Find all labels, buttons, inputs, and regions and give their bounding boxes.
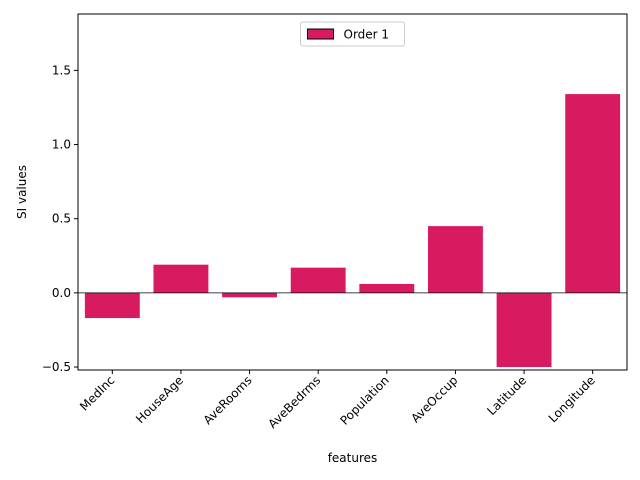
x-tick-label: Population [337,373,391,427]
x-tick-label: AveBedrms [265,373,323,431]
y-axis-label: SI values [15,165,29,219]
y-tick-label: 1.5 [52,63,71,77]
bar-latitude [496,292,552,368]
legend-label: Order 1 [344,28,390,42]
bar-population [359,283,415,293]
x-axis-label: features [328,451,378,465]
y-axis-ticks: −0.5 0.0 0.5 1.0 1.5 [42,63,78,374]
y-tick-label: 1.0 [52,138,71,152]
y-tick-label: −0.5 [42,360,71,374]
x-tick-label: Longitude [546,373,598,425]
bar-averooms [222,292,278,298]
y-tick-label: 0.5 [52,212,71,226]
y-tick-label: 0.0 [52,286,71,300]
legend-swatch [307,28,334,40]
x-tick-label: AveRooms [201,373,255,427]
plot-frame [77,13,628,371]
legend-box [300,21,405,47]
x-tick-label: MedInc [77,373,117,413]
x-axis-ticks: MedInc HouseAge AveRooms AveBedrms Populatio… [77,370,598,431]
bar-avebedrms [290,267,346,293]
bar-aveoccup [427,226,483,293]
bars-group [84,94,621,368]
bar-longitude [565,94,621,293]
x-tick-label: AveOccup [408,373,460,425]
x-tick-label: HouseAge [133,373,186,426]
legend: Order 1 [300,21,405,47]
bar-houseage [153,264,209,293]
x-tick-label: Latitude [484,373,529,418]
bar-medinc [84,292,140,319]
